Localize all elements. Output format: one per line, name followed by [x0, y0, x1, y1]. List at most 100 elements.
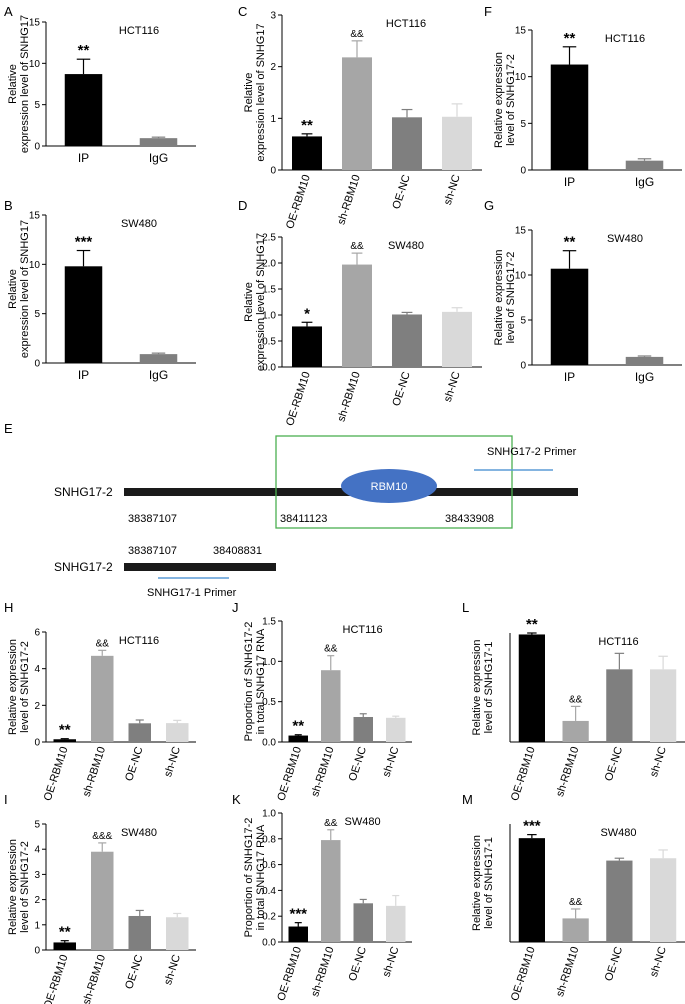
- significance-label: &&: [96, 638, 110, 649]
- bar: [166, 723, 189, 742]
- coord-start-2: 38387107: [128, 545, 177, 557]
- y-tick-label: 10: [515, 72, 527, 83]
- coord-rbm10-start: 38411123: [280, 513, 327, 525]
- y-axis-label-line2: level of SNHG17-2: [19, 841, 31, 933]
- y-tick-label: 4: [34, 845, 40, 856]
- bar: [518, 838, 545, 942]
- y-axis-label-line1: Relative: [243, 73, 255, 113]
- significance-label: ***: [289, 906, 307, 923]
- x-tick-label: IgG: [149, 368, 168, 382]
- x-tick-label: OE-RBM10: [284, 370, 313, 427]
- y-tick-label: 15: [29, 18, 41, 29]
- x-tick-label: IgG: [635, 175, 654, 189]
- y-tick-label: 1.0: [262, 311, 276, 322]
- bar: [91, 851, 114, 950]
- significance-label: **: [301, 117, 313, 134]
- y-axis-label-line2: in total SNHG17 RNA: [255, 824, 267, 930]
- panel-label: D: [238, 198, 247, 213]
- y-axis-label-line1: Relative expression: [493, 52, 505, 148]
- bar: [292, 326, 322, 367]
- y-axis-label-line1: Relative: [243, 282, 255, 322]
- x-tick-label: sh-RBM10: [335, 173, 362, 226]
- y-tick-label: 6: [34, 628, 40, 639]
- y-axis-label-line2: in total SNHG17 RNA: [255, 628, 267, 734]
- y-tick-label: 1.0: [262, 809, 276, 820]
- x-tick-label: OE-NC: [603, 745, 625, 782]
- y-tick-label: 15: [515, 26, 527, 37]
- x-tick-label: sh-NC: [381, 945, 402, 978]
- bar: [91, 655, 114, 742]
- significance-label: **: [78, 42, 90, 59]
- bar: [442, 116, 472, 170]
- panel-label: L: [462, 600, 469, 615]
- bar: [562, 918, 589, 942]
- panel-label: B: [4, 198, 13, 213]
- significance-label: &&&: [92, 831, 112, 842]
- chart-title: HCT116: [598, 636, 638, 648]
- y-tick-label: 10: [29, 59, 41, 70]
- bar: [292, 136, 322, 170]
- y-axis-label-line1: Relative: [7, 269, 19, 309]
- y-tick-label: 3: [270, 11, 276, 22]
- x-tick-label: OE-RBM10: [42, 745, 71, 802]
- chart-i: I SW480 0 1 2 3 4 5 Relative expression level of …: [4, 792, 196, 1004]
- significance-label: **: [564, 30, 576, 47]
- significance-label: &&: [569, 694, 583, 705]
- x-tick-label: sh-NC: [648, 945, 669, 978]
- y-axis-label-line2: level of SNHG17-2: [505, 54, 517, 146]
- y-tick-label: 0: [34, 738, 40, 749]
- y-axis-label-line2: level of SNHG17-1: [483, 837, 495, 929]
- y-axis-label-line1: Proportion of SNHG17-2: [243, 622, 255, 742]
- bar: [53, 739, 76, 742]
- y-axis-label-line1: Relative: [7, 64, 19, 104]
- y-axis-label-line2: expression level of SNHG17: [255, 233, 267, 371]
- y-axis-label-line2: expression level of SNHG17: [19, 220, 31, 358]
- x-tick-label: sh-NC: [648, 745, 669, 778]
- chart-title: SW480: [121, 218, 157, 230]
- bar: [353, 716, 373, 742]
- bar: [321, 670, 341, 742]
- significance-label: **: [526, 616, 538, 633]
- y-tick-label: 10: [29, 260, 41, 271]
- bar: [386, 717, 406, 742]
- panel-label: G: [484, 198, 494, 213]
- panel-label: F: [484, 4, 492, 19]
- x-tick-label: OE-NC: [347, 745, 369, 782]
- significance-label: **: [564, 234, 576, 251]
- y-tick-label: 0: [270, 166, 276, 177]
- chart-title: SW480: [121, 827, 157, 839]
- panel-label: K: [232, 792, 241, 807]
- x-tick-label: OE-RBM10: [275, 745, 304, 802]
- snhg17-1-primer-label: SNHG17-1 Primer: [147, 587, 237, 599]
- bar: [392, 314, 422, 367]
- panel-label: J: [232, 600, 239, 615]
- chart-title: HCT116: [119, 25, 159, 37]
- y-axis-label-line1: Relative expression: [471, 640, 483, 736]
- x-tick-label: OE-NC: [347, 945, 369, 982]
- x-tick-label: sh-RBM10: [554, 745, 581, 798]
- significance-label: &&: [350, 29, 364, 40]
- y-tick-label: 0.5: [262, 337, 276, 348]
- significance-label: *: [304, 305, 310, 322]
- x-tick-label: sh-RBM10: [309, 745, 336, 798]
- snhg17-2-primer-label: SNHG17-2 Primer: [487, 446, 577, 458]
- bar: [606, 669, 633, 742]
- y-tick-label: 0.8: [262, 834, 276, 845]
- bar: [288, 735, 308, 742]
- x-tick-label: OE-RBM10: [42, 953, 71, 1004]
- x-tick-label: sh-RBM10: [554, 945, 581, 998]
- x-tick-label: OE-NC: [603, 945, 625, 982]
- y-tick-label: 15: [515, 226, 527, 237]
- coord-start-1: 38387107: [128, 513, 177, 525]
- x-tick-label: IP: [564, 370, 575, 384]
- x-tick-label: IP: [78, 368, 89, 382]
- x-tick-label: sh-RBM10: [81, 953, 108, 1004]
- y-tick-label: 0.6: [262, 860, 276, 871]
- chart-title: SW480: [600, 827, 636, 839]
- bar: [288, 926, 308, 942]
- chart-title: HCT116: [119, 635, 159, 647]
- bar: [166, 917, 189, 950]
- x-tick-label: sh-RBM10: [81, 745, 108, 798]
- x-tick-label: OE-RBM10: [509, 745, 538, 802]
